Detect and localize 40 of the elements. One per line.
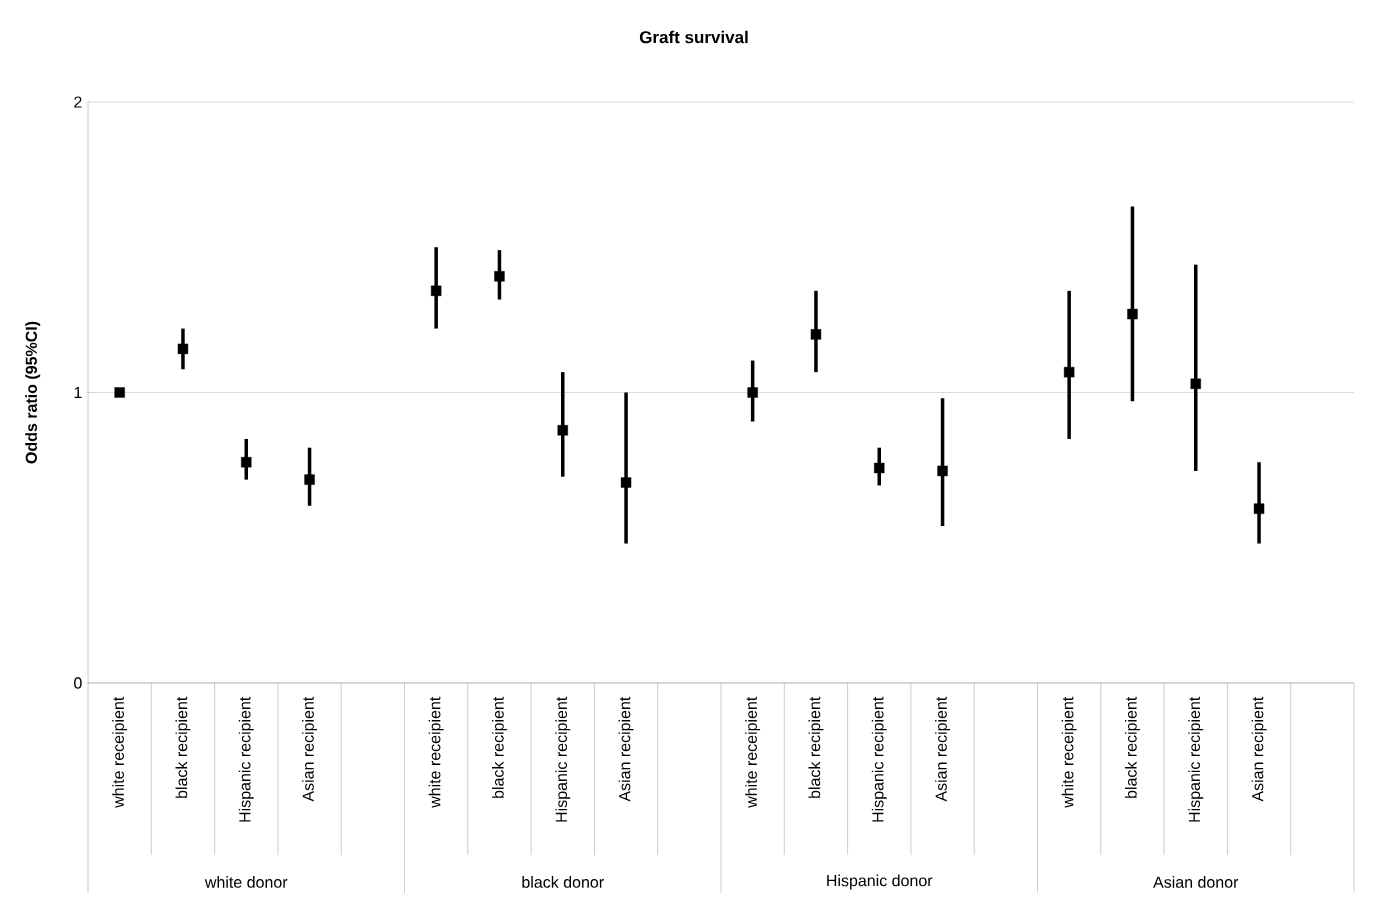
x-tick-label: white receipient bbox=[745, 696, 761, 808]
point bbox=[430, 285, 442, 297]
x-tick-label: Asian recipient bbox=[618, 696, 634, 802]
x-tick-label: black recipient bbox=[175, 696, 191, 798]
x-tick-label: white receipient bbox=[428, 696, 444, 808]
text: Asian donor bbox=[1153, 876, 1239, 888]
point bbox=[937, 465, 948, 477]
text: white donor bbox=[204, 876, 288, 888]
point bbox=[241, 457, 252, 468]
point bbox=[620, 477, 632, 488]
point bbox=[557, 425, 568, 436]
point bbox=[1190, 378, 1201, 389]
chart-title: Graft survival bbox=[639, 30, 748, 44]
point bbox=[1253, 503, 1265, 514]
point bbox=[177, 343, 189, 355]
x-tick-label: white receipient bbox=[1061, 696, 1077, 808]
text: Hispanic donor bbox=[827, 874, 933, 890]
y-tick-label: 2 bbox=[74, 96, 82, 108]
x-tick-label: Asian recipient bbox=[1251, 696, 1267, 802]
point bbox=[1063, 366, 1075, 378]
x-tick-label: white receipient bbox=[112, 696, 128, 808]
point bbox=[874, 462, 885, 474]
x-tick-label: Asian recipient bbox=[302, 696, 318, 802]
x-tick-label: Hispanic recipient bbox=[238, 696, 254, 822]
y-tick-label: 0 bbox=[74, 677, 82, 689]
x-tick-label: black recipient bbox=[492, 696, 507, 798]
y-axis-title: Odds ratio (95%CI) bbox=[25, 321, 41, 464]
y-tick-label: 1 bbox=[74, 386, 82, 398]
x-tick-label: Hispanic recipient bbox=[1188, 696, 1204, 822]
point bbox=[1127, 308, 1138, 320]
x-tick-label: Hispanic recipient bbox=[871, 696, 887, 822]
x-tick-label: Hispanic recipient bbox=[555, 696, 571, 822]
point bbox=[304, 474, 315, 485]
point bbox=[810, 329, 822, 340]
point bbox=[747, 387, 758, 398]
x-tick-label: black recipient bbox=[1125, 696, 1140, 798]
x-tick-label: Asian recipient bbox=[935, 696, 951, 802]
point bbox=[494, 271, 505, 282]
text: black donor bbox=[522, 876, 604, 888]
x-tick-label: black recipient bbox=[808, 696, 824, 798]
